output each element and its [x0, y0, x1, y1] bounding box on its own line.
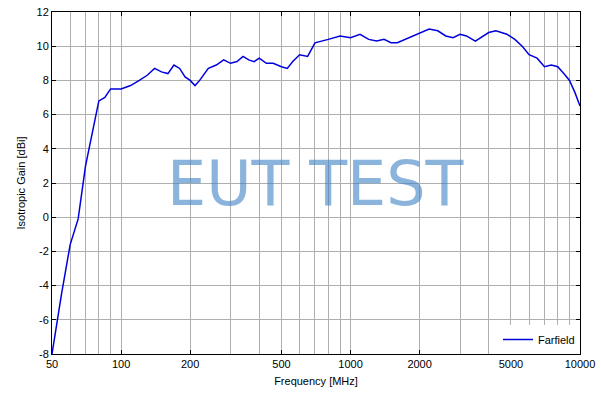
- svg-text:1000: 1000: [338, 358, 362, 370]
- svg-text:2: 2: [43, 177, 49, 189]
- svg-text:50: 50: [46, 358, 58, 370]
- svg-text:12: 12: [37, 6, 49, 18]
- svg-text:10000: 10000: [565, 358, 596, 370]
- svg-text:5000: 5000: [499, 358, 523, 370]
- svg-text:6: 6: [43, 108, 49, 120]
- svg-text:8: 8: [43, 74, 49, 86]
- svg-text:-4: -4: [39, 279, 49, 291]
- svg-text:100: 100: [112, 358, 130, 370]
- svg-text:200: 200: [181, 358, 199, 370]
- svg-text:Frequency [MHz]: Frequency [MHz]: [274, 375, 358, 387]
- svg-text:-8: -8: [39, 348, 49, 360]
- svg-text:Farfield: Farfield: [538, 334, 575, 346]
- svg-text:500: 500: [272, 358, 290, 370]
- svg-text:2000: 2000: [407, 358, 431, 370]
- svg-text:Isotropic Gain [dBi]: Isotropic Gain [dBi]: [15, 137, 27, 230]
- svg-text:-6: -6: [39, 314, 49, 326]
- svg-text:0: 0: [43, 211, 49, 223]
- svg-text:-2: -2: [39, 245, 49, 257]
- svg-text:4: 4: [43, 143, 49, 155]
- svg-text:EUT TEST: EUT TEST: [167, 147, 465, 220]
- svg-text:10: 10: [37, 40, 49, 52]
